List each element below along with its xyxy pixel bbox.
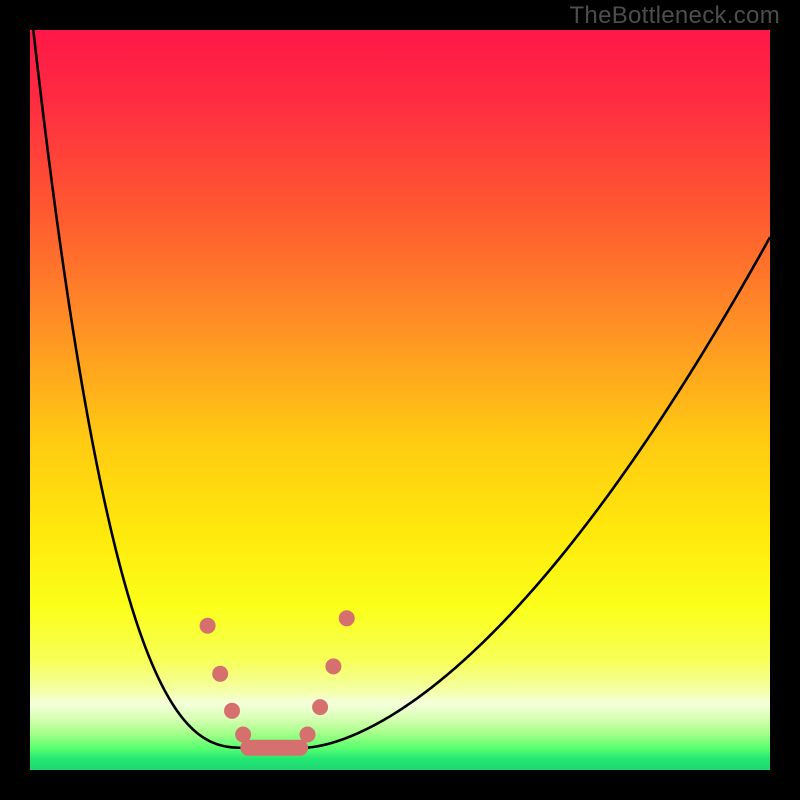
curve-marker-dot <box>300 726 316 742</box>
chart-svg <box>0 0 800 800</box>
curve-marker-dot <box>200 618 216 634</box>
frame-left <box>0 0 30 800</box>
chart-root: TheBottleneck.com <box>0 0 800 800</box>
curve-marker-dot <box>235 726 251 742</box>
curve-marker-dot <box>224 703 240 719</box>
bottleneck-curve <box>30 0 770 747</box>
frame-right <box>770 0 800 800</box>
frame-bottom <box>0 770 800 800</box>
watermark-text: TheBottleneck.com <box>569 2 780 30</box>
curve-marker-dot <box>325 658 341 674</box>
curve-marker-dot <box>339 610 355 626</box>
curve-marker-dot <box>212 666 228 682</box>
curve-marker-dot <box>312 699 328 715</box>
